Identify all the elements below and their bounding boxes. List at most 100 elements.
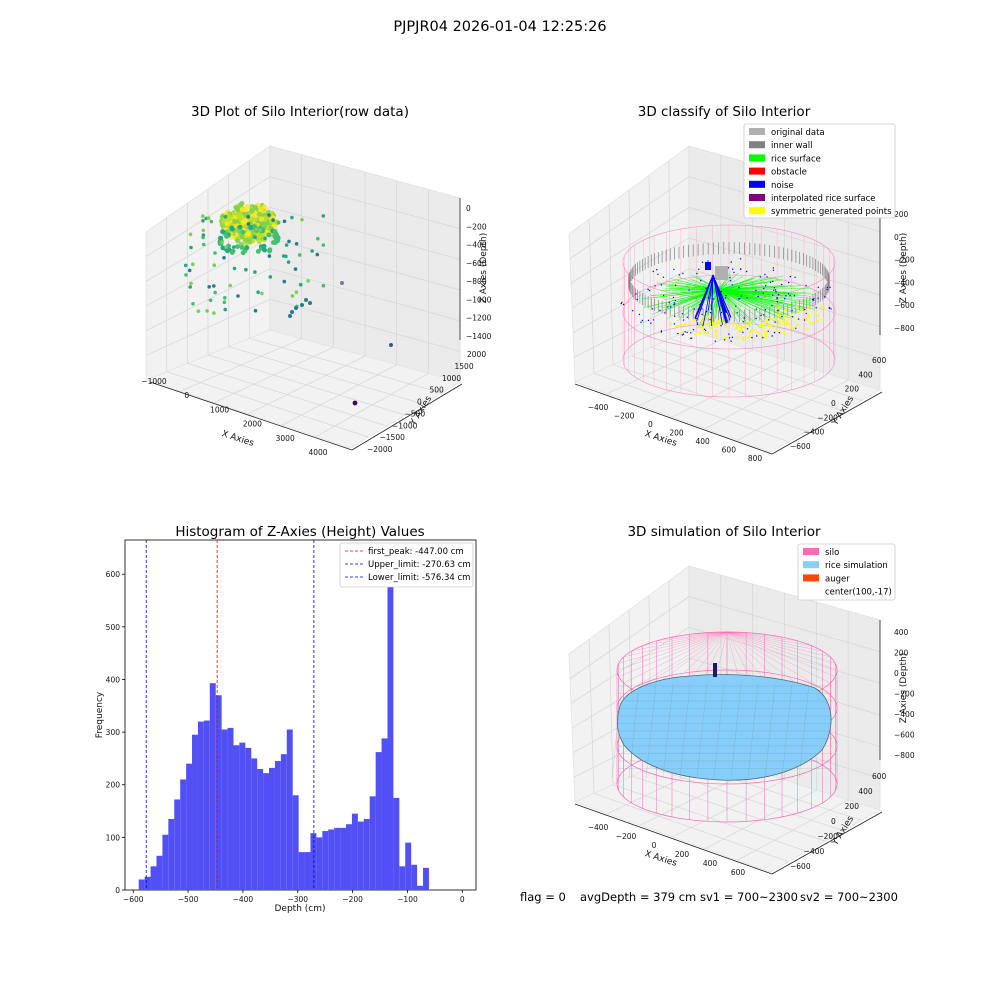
z-tick-label: −200 [894, 690, 915, 699]
point [273, 240, 278, 245]
rice-ray [718, 289, 751, 308]
grid-line [688, 596, 881, 653]
point [244, 267, 248, 272]
noise-point [688, 289, 690, 291]
point [220, 213, 225, 218]
point [213, 251, 217, 255]
point [229, 250, 235, 256]
noise-point [731, 284, 733, 286]
noise-point [714, 340, 716, 342]
noise-point [730, 340, 732, 342]
noise-point [652, 319, 655, 321]
legend-label: rice surface [771, 154, 821, 164]
legend-label: center(100,-17) [825, 588, 892, 598]
symmetric-point [714, 329, 717, 332]
histogram-bar [298, 852, 305, 890]
point [246, 230, 252, 236]
point [224, 221, 231, 227]
noise-point [709, 311, 712, 314]
y-tick-label: 0 [115, 886, 120, 895]
noise-point [647, 319, 650, 322]
point [266, 232, 272, 238]
noise-point [745, 270, 748, 273]
histogram-bar [227, 727, 234, 890]
histogram-bar [316, 837, 323, 890]
panel-simulation-3d[interactable]: 3D simulation of Silo Interior −400 −200 0… [568, 524, 915, 877]
symmetric-point [675, 325, 679, 328]
symmetric-point [730, 322, 734, 325]
z-tick-label: 0 [466, 204, 471, 213]
histogram-bar [162, 834, 169, 890]
panel2-x-ticks: −400 −200 0 200 400 600 800 [588, 403, 763, 463]
y-tick-label: −1500 [380, 433, 406, 442]
rice-ray [718, 289, 812, 304]
silo-roof [642, 631, 728, 646]
symmetric-point [740, 325, 743, 328]
z-tick-label: 200 [894, 649, 909, 658]
symmetric-point [769, 317, 773, 320]
point [253, 235, 257, 239]
point [212, 284, 216, 288]
noise-point [662, 294, 665, 297]
x-tick-label: −200 [342, 895, 363, 904]
noise-point [751, 336, 753, 339]
point [316, 236, 320, 241]
noise-point [785, 295, 787, 297]
point [207, 285, 211, 289]
x-tick-label: 200 [675, 850, 690, 859]
point [205, 309, 209, 313]
rice-ray [718, 276, 744, 291]
point [282, 219, 287, 224]
legend-swatch [803, 574, 819, 582]
z-tick-label: −1200 [466, 314, 492, 323]
histogram-bar [251, 758, 258, 890]
x-tick-label: 3000 [276, 434, 295, 443]
y-tick-label: −600 [790, 862, 811, 871]
noise-point [638, 313, 641, 316]
panel1-x-ticks: −1000 0 1000 2000 3000 4000 [141, 377, 327, 457]
symmetric-point [713, 324, 716, 327]
noise-point [755, 317, 757, 320]
histogram-bar [369, 796, 376, 890]
silo-roof [623, 631, 728, 658]
histogram-bar [174, 799, 181, 890]
symmetric-point [703, 331, 706, 334]
noise-point [701, 261, 704, 263]
symmetric-point [694, 333, 697, 336]
rice-ray [689, 289, 720, 316]
point [201, 242, 206, 247]
symmetric-point [795, 305, 798, 308]
histogram-xlabel: Depth (cm) [274, 904, 325, 914]
y-tick-label: 200 [845, 385, 860, 394]
rice-ray [690, 274, 720, 291]
histogram-bar [393, 797, 400, 890]
legend-swatch [749, 154, 765, 162]
noise-point [788, 281, 790, 284]
symmetric-point [783, 316, 786, 320]
symmetric-point [790, 313, 793, 316]
histogram-bar [245, 747, 252, 890]
symmetric-point [819, 306, 822, 309]
point [276, 220, 281, 225]
noise-point [764, 273, 766, 276]
histogram-bar [138, 879, 145, 890]
symmetric-point [774, 326, 778, 329]
point [188, 232, 193, 237]
noise-point [813, 298, 815, 300]
panel2-legend: original data inner wall rice surface obsta… [743, 123, 896, 219]
status-sv2: sv2 = 700~2300 [800, 890, 898, 904]
symmetric-point [708, 322, 711, 325]
point [232, 245, 236, 249]
y-tick-label: −2000 [367, 445, 393, 454]
panel-classify-3d[interactable]: 3D classify of Silo Interior −400−200020… [568, 104, 915, 463]
point [240, 219, 246, 225]
symmetric-point [688, 322, 691, 325]
silo-roof [726, 631, 836, 664]
noise-point [650, 322, 652, 324]
symmetric-point [705, 323, 708, 326]
point [290, 294, 295, 298]
panel-histogram[interactable]: Histogram of Z-Axies (Height) Values −60… [95, 524, 477, 914]
legend-label: silo [825, 548, 839, 558]
panel-raw-data-3d[interactable]: 3D Plot of Silo Interior(row data) −1000… [141, 104, 491, 457]
